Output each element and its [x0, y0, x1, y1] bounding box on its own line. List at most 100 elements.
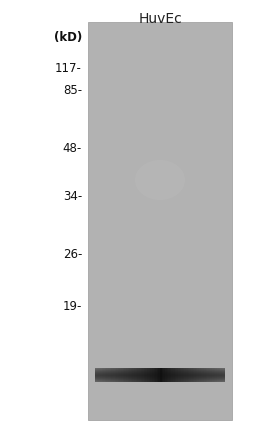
Bar [108, 368, 110, 382]
Bar [119, 368, 121, 382]
Bar [201, 368, 202, 382]
Bar [88, 22, 232, 420]
Bar [95, 368, 225, 369]
Bar [202, 368, 204, 382]
Bar [95, 368, 97, 382]
Bar [193, 368, 194, 382]
Bar [220, 368, 222, 382]
Bar [160, 368, 162, 382]
Text: 48-: 48- [63, 142, 82, 154]
Bar [223, 368, 225, 382]
Bar [98, 368, 100, 382]
Text: 85-: 85- [63, 84, 82, 97]
Bar [123, 368, 124, 382]
Bar [163, 368, 165, 382]
Bar [141, 368, 142, 382]
Bar [116, 368, 118, 382]
Bar [137, 368, 139, 382]
Ellipse shape [135, 160, 185, 200]
Bar [118, 368, 119, 382]
Bar [95, 377, 225, 378]
Bar [111, 368, 113, 382]
Bar [145, 368, 147, 382]
Bar [95, 379, 225, 380]
Bar [129, 368, 131, 382]
Bar [154, 368, 155, 382]
Bar [155, 368, 157, 382]
Bar [152, 368, 154, 382]
Text: 117-: 117- [55, 61, 82, 75]
Bar [178, 368, 179, 382]
Bar [179, 368, 181, 382]
Bar [215, 368, 217, 382]
Bar [191, 368, 193, 382]
Bar [95, 374, 225, 375]
Bar [175, 368, 176, 382]
Bar [184, 368, 186, 382]
Bar [95, 375, 225, 376]
Bar [196, 368, 197, 382]
Bar [186, 368, 188, 382]
Bar [162, 368, 163, 382]
Bar [173, 368, 175, 382]
Bar [95, 373, 225, 374]
Bar [95, 371, 225, 372]
Bar [121, 368, 123, 382]
Bar [168, 368, 170, 382]
Bar [171, 368, 173, 382]
Bar [204, 368, 206, 382]
Text: 19-: 19- [63, 299, 82, 312]
Bar [114, 368, 116, 382]
Bar [188, 368, 189, 382]
Bar [110, 368, 111, 382]
Bar [113, 368, 114, 382]
Bar [95, 378, 225, 379]
Bar [131, 368, 132, 382]
Bar [210, 368, 212, 382]
Bar [95, 381, 225, 382]
Bar [106, 368, 108, 382]
Bar [95, 376, 225, 377]
Bar [139, 368, 141, 382]
Bar [170, 368, 171, 382]
Bar [207, 368, 209, 382]
Bar [126, 368, 127, 382]
Text: HuvEc: HuvEc [138, 12, 182, 26]
Bar [105, 368, 106, 382]
Bar [158, 368, 160, 382]
Bar [222, 368, 223, 382]
Bar [157, 368, 158, 382]
Bar [181, 368, 183, 382]
Bar [199, 368, 201, 382]
Bar [95, 380, 225, 381]
Bar [150, 368, 152, 382]
Bar [132, 368, 134, 382]
Bar [219, 368, 220, 382]
Bar [136, 368, 137, 382]
Text: 34-: 34- [63, 190, 82, 202]
Bar [103, 368, 105, 382]
Bar [124, 368, 126, 382]
Bar [212, 368, 214, 382]
Text: 26-: 26- [63, 248, 82, 260]
Bar [127, 368, 129, 382]
Bar [149, 368, 150, 382]
Bar [95, 369, 225, 370]
Bar [134, 368, 136, 382]
Bar [217, 368, 219, 382]
Bar [206, 368, 207, 382]
Bar [101, 368, 103, 382]
Text: (kD): (kD) [54, 31, 82, 45]
Bar [197, 368, 199, 382]
Bar [183, 368, 184, 382]
Bar [144, 368, 145, 382]
Bar [166, 368, 168, 382]
Bar [97, 368, 98, 382]
Bar [176, 368, 178, 382]
Bar [165, 368, 166, 382]
Bar [95, 372, 225, 373]
Bar [209, 368, 210, 382]
Bar [147, 368, 149, 382]
Bar [189, 368, 191, 382]
Bar [194, 368, 196, 382]
